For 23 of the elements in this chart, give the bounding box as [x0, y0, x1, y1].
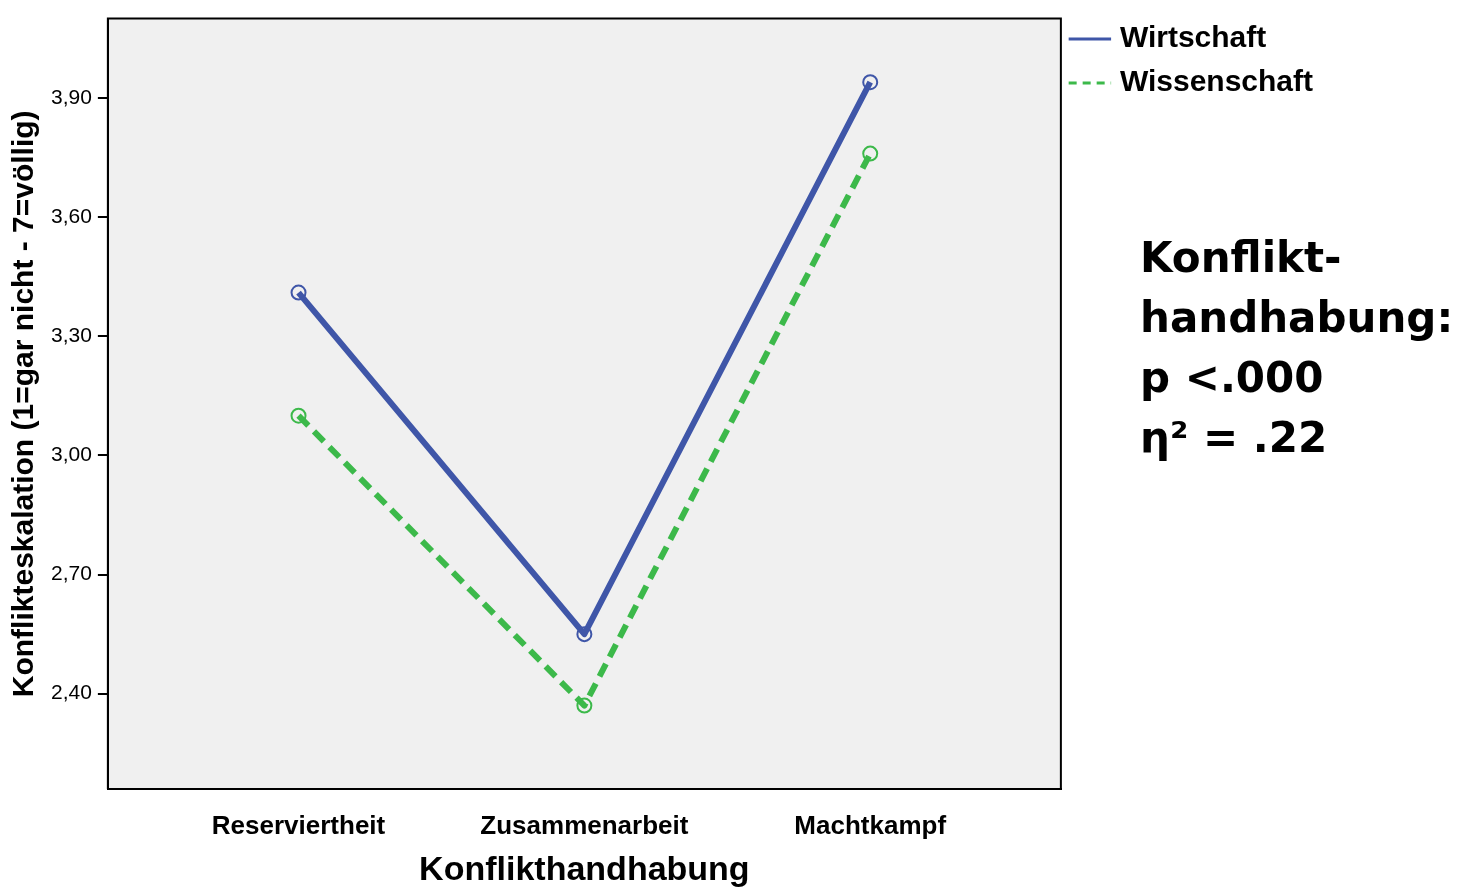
y-tick-label: 3,30 — [51, 323, 92, 347]
point — [576, 626, 593, 643]
legend-label: Wissenschaft — [1119, 64, 1314, 98]
y-tick-label: 2,40 — [51, 680, 92, 704]
text: η² = .22 — [1140, 412, 1329, 464]
point — [576, 697, 593, 714]
y-tick-label: 3,90 — [51, 84, 92, 108]
x-tick-label: Machtkampf — [794, 809, 947, 840]
text: p <.000 — [1140, 352, 1325, 404]
point — [290, 284, 307, 301]
text: Konflikt- — [1140, 232, 1343, 284]
point — [862, 145, 879, 162]
x-tick-label: Zusammenarbeit — [480, 809, 689, 840]
point — [290, 407, 307, 424]
point — [862, 74, 879, 91]
x-axis-title: Konflikthandhabung — [419, 848, 750, 887]
y-tick-label: 3,60 — [51, 203, 92, 227]
x-tick-label: Reserviertheit — [211, 809, 386, 840]
text: handhabung: — [1140, 292, 1454, 344]
y-tick-label: 2,70 — [51, 561, 92, 585]
y-tick-label: 3,00 — [51, 442, 92, 466]
legend-label: Wirtschaft — [1119, 20, 1267, 54]
y-axis-title: Konflikteskalation (1=gar nicht - 7=völlig) — [6, 110, 40, 698]
